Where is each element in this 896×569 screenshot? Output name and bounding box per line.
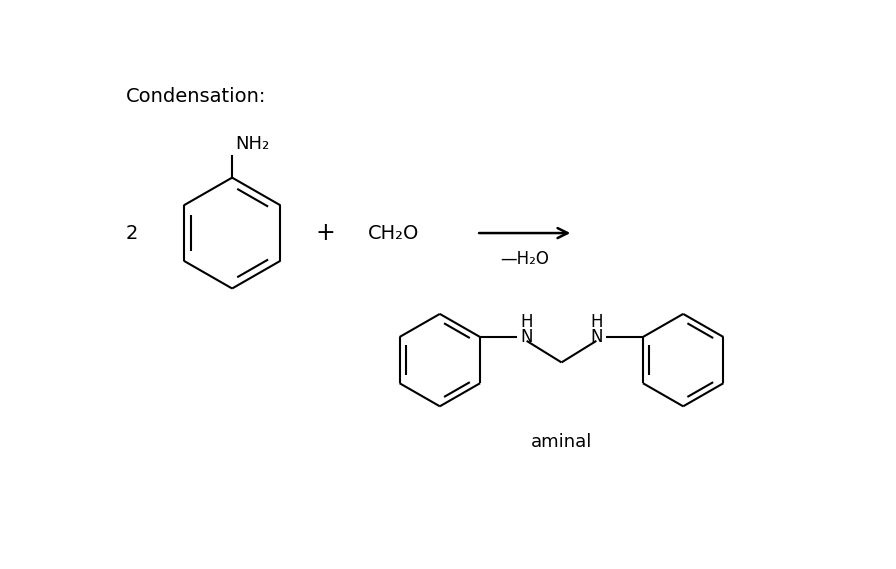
Text: H: H [521, 312, 533, 331]
Text: +: + [315, 221, 335, 245]
Text: CH₂O: CH₂O [367, 224, 419, 242]
Text: N: N [590, 328, 603, 346]
Text: H: H [590, 312, 603, 331]
Text: N: N [521, 328, 533, 346]
Text: NH₂: NH₂ [236, 135, 270, 153]
Text: aminal: aminal [530, 433, 592, 451]
Text: Condensation:: Condensation: [126, 86, 266, 106]
Text: —H₂O: —H₂O [500, 250, 549, 268]
Text: 2: 2 [126, 224, 138, 242]
